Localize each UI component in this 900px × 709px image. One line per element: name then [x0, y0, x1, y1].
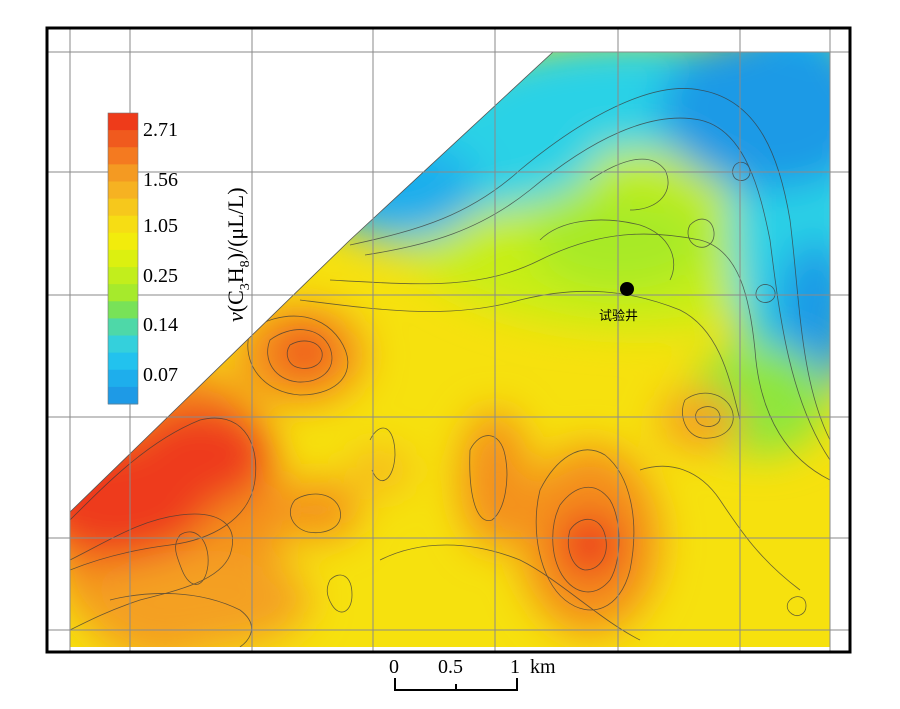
scale-bar: 0 0.5 1 km — [389, 656, 556, 691]
legend-label-0-25: 0.25 — [143, 265, 178, 287]
legend-label-2-71: 2.71 — [143, 119, 178, 141]
legend-band — [108, 198, 138, 217]
legend-band — [108, 301, 138, 319]
legend-band — [108, 147, 138, 165]
legend-label-0-14: 0.14 — [143, 314, 178, 336]
legend-band — [108, 130, 138, 148]
legend-color-bar — [108, 113, 138, 405]
legend-label-1-05: 1.05 — [143, 215, 178, 237]
legend-band — [108, 352, 138, 371]
legend-band — [108, 232, 138, 251]
contour-lines — [70, 88, 830, 647]
test-well-marker: 试验井 — [599, 282, 638, 324]
legend-band — [108, 267, 138, 285]
legend-band — [108, 318, 138, 337]
legend-band — [108, 113, 138, 131]
scale-tick-1: 1 — [510, 656, 520, 678]
legend-label-0-07: 0.07 — [143, 364, 178, 386]
legend-band — [108, 284, 138, 302]
scale-unit: km — [530, 656, 556, 678]
legend-band — [108, 215, 138, 234]
legend-band — [108, 386, 138, 405]
map-grid — [48, 28, 850, 652]
legend-labels: 2.71 1.56 1.05 0.25 0.14 0.07 — [143, 119, 178, 386]
legend-band — [108, 249, 138, 268]
scale-tick-0-5: 0.5 — [438, 656, 463, 678]
legend-title: v(C3H8)/(μL/L) — [223, 187, 253, 322]
map-frame — [45, 26, 852, 654]
legend-band — [108, 164, 138, 182]
scale-tick-0: 0 — [389, 656, 399, 678]
legend-band — [108, 369, 138, 388]
test-well-dot — [620, 282, 634, 296]
legend-label-1-56: 1.56 — [143, 169, 178, 191]
legend-band — [108, 335, 138, 354]
test-well-label: 试验井 — [599, 308, 638, 324]
legend-band — [108, 181, 138, 200]
